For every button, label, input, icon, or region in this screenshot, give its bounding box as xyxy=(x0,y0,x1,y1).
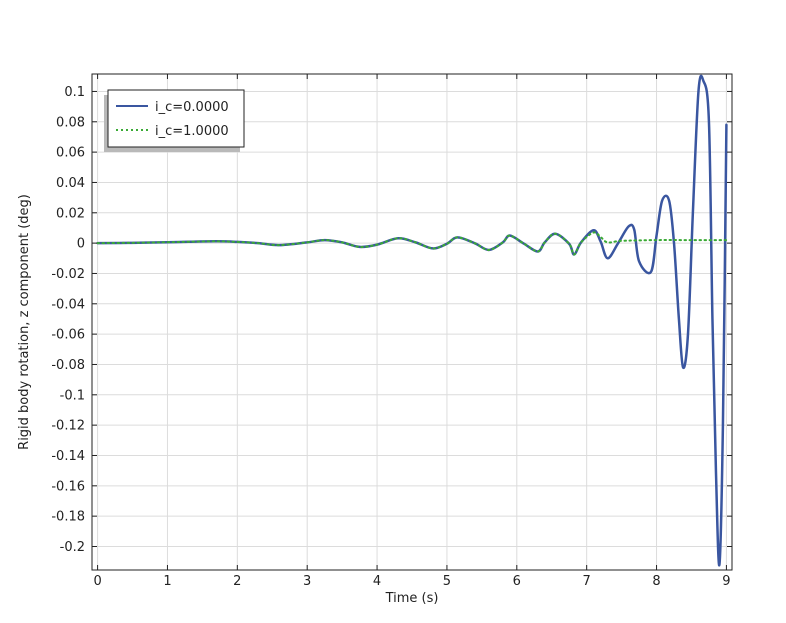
y-tick-label: 0.08 xyxy=(56,115,85,130)
y-tick-label: -0.1 xyxy=(60,388,85,403)
y-axis-label: Rigid body rotation, z component (deg) xyxy=(17,194,32,450)
legend-box xyxy=(107,89,245,148)
x-tick-label: 1 xyxy=(163,574,171,589)
y-tick-label: -0.18 xyxy=(51,510,85,525)
y-tick-label: 0.1 xyxy=(64,85,85,100)
x-tick-label: 9 xyxy=(722,574,730,589)
y-tick-label: -0.02 xyxy=(51,267,85,282)
x-tick-label: 2 xyxy=(233,574,241,589)
y-tick-label: 0.06 xyxy=(56,146,85,161)
legend-label-series-2: i_c=1.0000 xyxy=(155,124,229,139)
y-tick-label: 0.02 xyxy=(56,206,85,221)
y-tick-label: 0 xyxy=(77,237,85,252)
legend-label-series-1: i_c=0.0000 xyxy=(155,100,229,115)
x-tick-label: 3 xyxy=(303,574,311,589)
legend: i_c=0.0000 i_c=1.0000 xyxy=(104,89,245,152)
y-tick-label: -0.08 xyxy=(51,358,85,373)
x-axis-label: Time (s) xyxy=(385,591,439,606)
axis-ticks: 0 1 2 3 4 5 6 7 8 9 0.1 0.08 0.06 0.04 0.02 0 -0.02 -0.04… xyxy=(51,74,732,589)
y-tick-label: -0.06 xyxy=(51,328,85,343)
y-tick-label: -0.04 xyxy=(51,297,85,312)
x-tick-label: 6 xyxy=(513,574,521,589)
series-line-2 xyxy=(96,231,728,256)
y-tick-label: -0.2 xyxy=(60,540,85,555)
x-tick-label: 5 xyxy=(443,574,451,589)
series-layer xyxy=(96,74,728,567)
plot-background xyxy=(92,74,732,570)
y-tick-label: -0.16 xyxy=(51,479,85,494)
x-tick-label: 0 xyxy=(93,574,101,589)
x-tick-label: 4 xyxy=(373,574,381,589)
x-tick-label: 8 xyxy=(652,574,660,589)
x-tick-label: 7 xyxy=(583,574,591,589)
plot-frame xyxy=(91,73,733,571)
y-tick-label: -0.14 xyxy=(51,449,85,464)
y-tick-label: -0.12 xyxy=(51,419,85,434)
grid-lines xyxy=(92,74,732,570)
y-tick-label: 0.04 xyxy=(56,176,85,191)
